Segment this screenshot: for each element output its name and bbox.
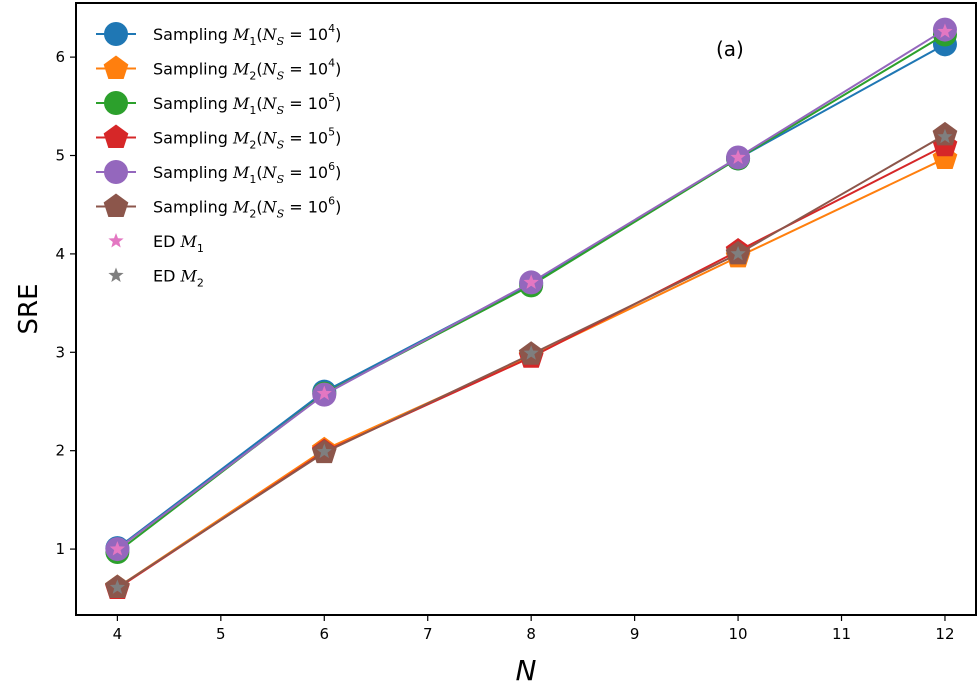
- ed-point: [523, 274, 539, 289]
- x-tick-label: 4: [113, 625, 123, 643]
- legend-entry: Sampling M1(NS = 106): [96, 160, 341, 186]
- legend-marker: [104, 91, 128, 115]
- legend-label: Sampling M1(NS = 105): [153, 91, 341, 117]
- ed-point: [523, 345, 539, 360]
- x-axis-title: N: [516, 654, 537, 686]
- x-tick-label: 6: [320, 625, 330, 643]
- legend: Sampling M1(NS = 104) Sampling M2(NS = 10…: [96, 22, 341, 290]
- legend-entry: Sampling M1(NS = 105): [96, 91, 341, 117]
- y-tick-label: 3: [55, 343, 65, 361]
- ed-point: [730, 149, 746, 164]
- ed-point: [316, 443, 332, 459]
- series-6: [105, 121, 958, 598]
- ed-point: [937, 23, 953, 39]
- x-tick-label: 11: [832, 625, 851, 643]
- y-tick-label: 1: [55, 540, 65, 558]
- legend-label: Sampling M1(NS = 106): [153, 160, 341, 186]
- legend-marker: [108, 233, 124, 248]
- legend-entry: ED M2: [108, 267, 204, 290]
- legend-label: ED M2: [153, 267, 204, 290]
- legend-entry: Sampling M2(NS = 106): [96, 193, 341, 221]
- ed-point: [109, 579, 125, 594]
- ed-point: [937, 128, 953, 144]
- legend-label: Sampling M1(NS = 104): [153, 22, 341, 48]
- x-tick-label: 12: [935, 625, 954, 643]
- legend-label: Sampling M2(NS = 106): [153, 195, 341, 221]
- x-tick-label: 7: [423, 625, 433, 643]
- plot-area-frame: [75, 2, 977, 616]
- ed-point: [109, 541, 125, 556]
- legend-marker: [108, 267, 124, 282]
- legend-marker: [103, 55, 129, 80]
- legend-marker: [104, 22, 128, 46]
- ed-series-1: [109, 23, 953, 556]
- x-axis-ticks: 4 5 6 7 8 9 10 11 12: [113, 615, 955, 643]
- y-tick-label: 4: [55, 245, 65, 263]
- legend-label: ED M1: [153, 232, 204, 255]
- series-layer: [105, 17, 958, 599]
- y-axis-title: SRE: [14, 284, 44, 335]
- legend-marker: [103, 193, 129, 218]
- ed-series-2: [109, 128, 953, 594]
- legend-entry: Sampling M1(NS = 104): [96, 22, 341, 48]
- legend-entry: Sampling M2(NS = 104): [96, 55, 341, 83]
- y-axis-ticks: 1 2 3 4 5 6: [55, 48, 76, 558]
- legend-marker: [103, 124, 129, 149]
- panel-label: (a): [716, 37, 744, 61]
- legend-label: Sampling M2(NS = 104): [153, 57, 341, 83]
- ed-point: [316, 385, 332, 401]
- x-tick-label: 10: [729, 625, 748, 643]
- legend-entry: Sampling M2(NS = 105): [96, 124, 341, 152]
- y-tick-label: 6: [55, 48, 65, 66]
- x-tick-label: 8: [526, 625, 536, 643]
- legend-marker: [104, 160, 128, 184]
- legend-entry: ED M1: [108, 232, 204, 255]
- y-tick-label: 5: [55, 147, 65, 165]
- legend-label: Sampling M2(NS = 105): [153, 126, 341, 152]
- y-tick-label: 2: [55, 442, 65, 460]
- x-tick-label: 5: [216, 625, 226, 643]
- series-line: [116, 157, 946, 589]
- ed-point: [730, 245, 746, 261]
- x-tick-label: 9: [630, 625, 640, 643]
